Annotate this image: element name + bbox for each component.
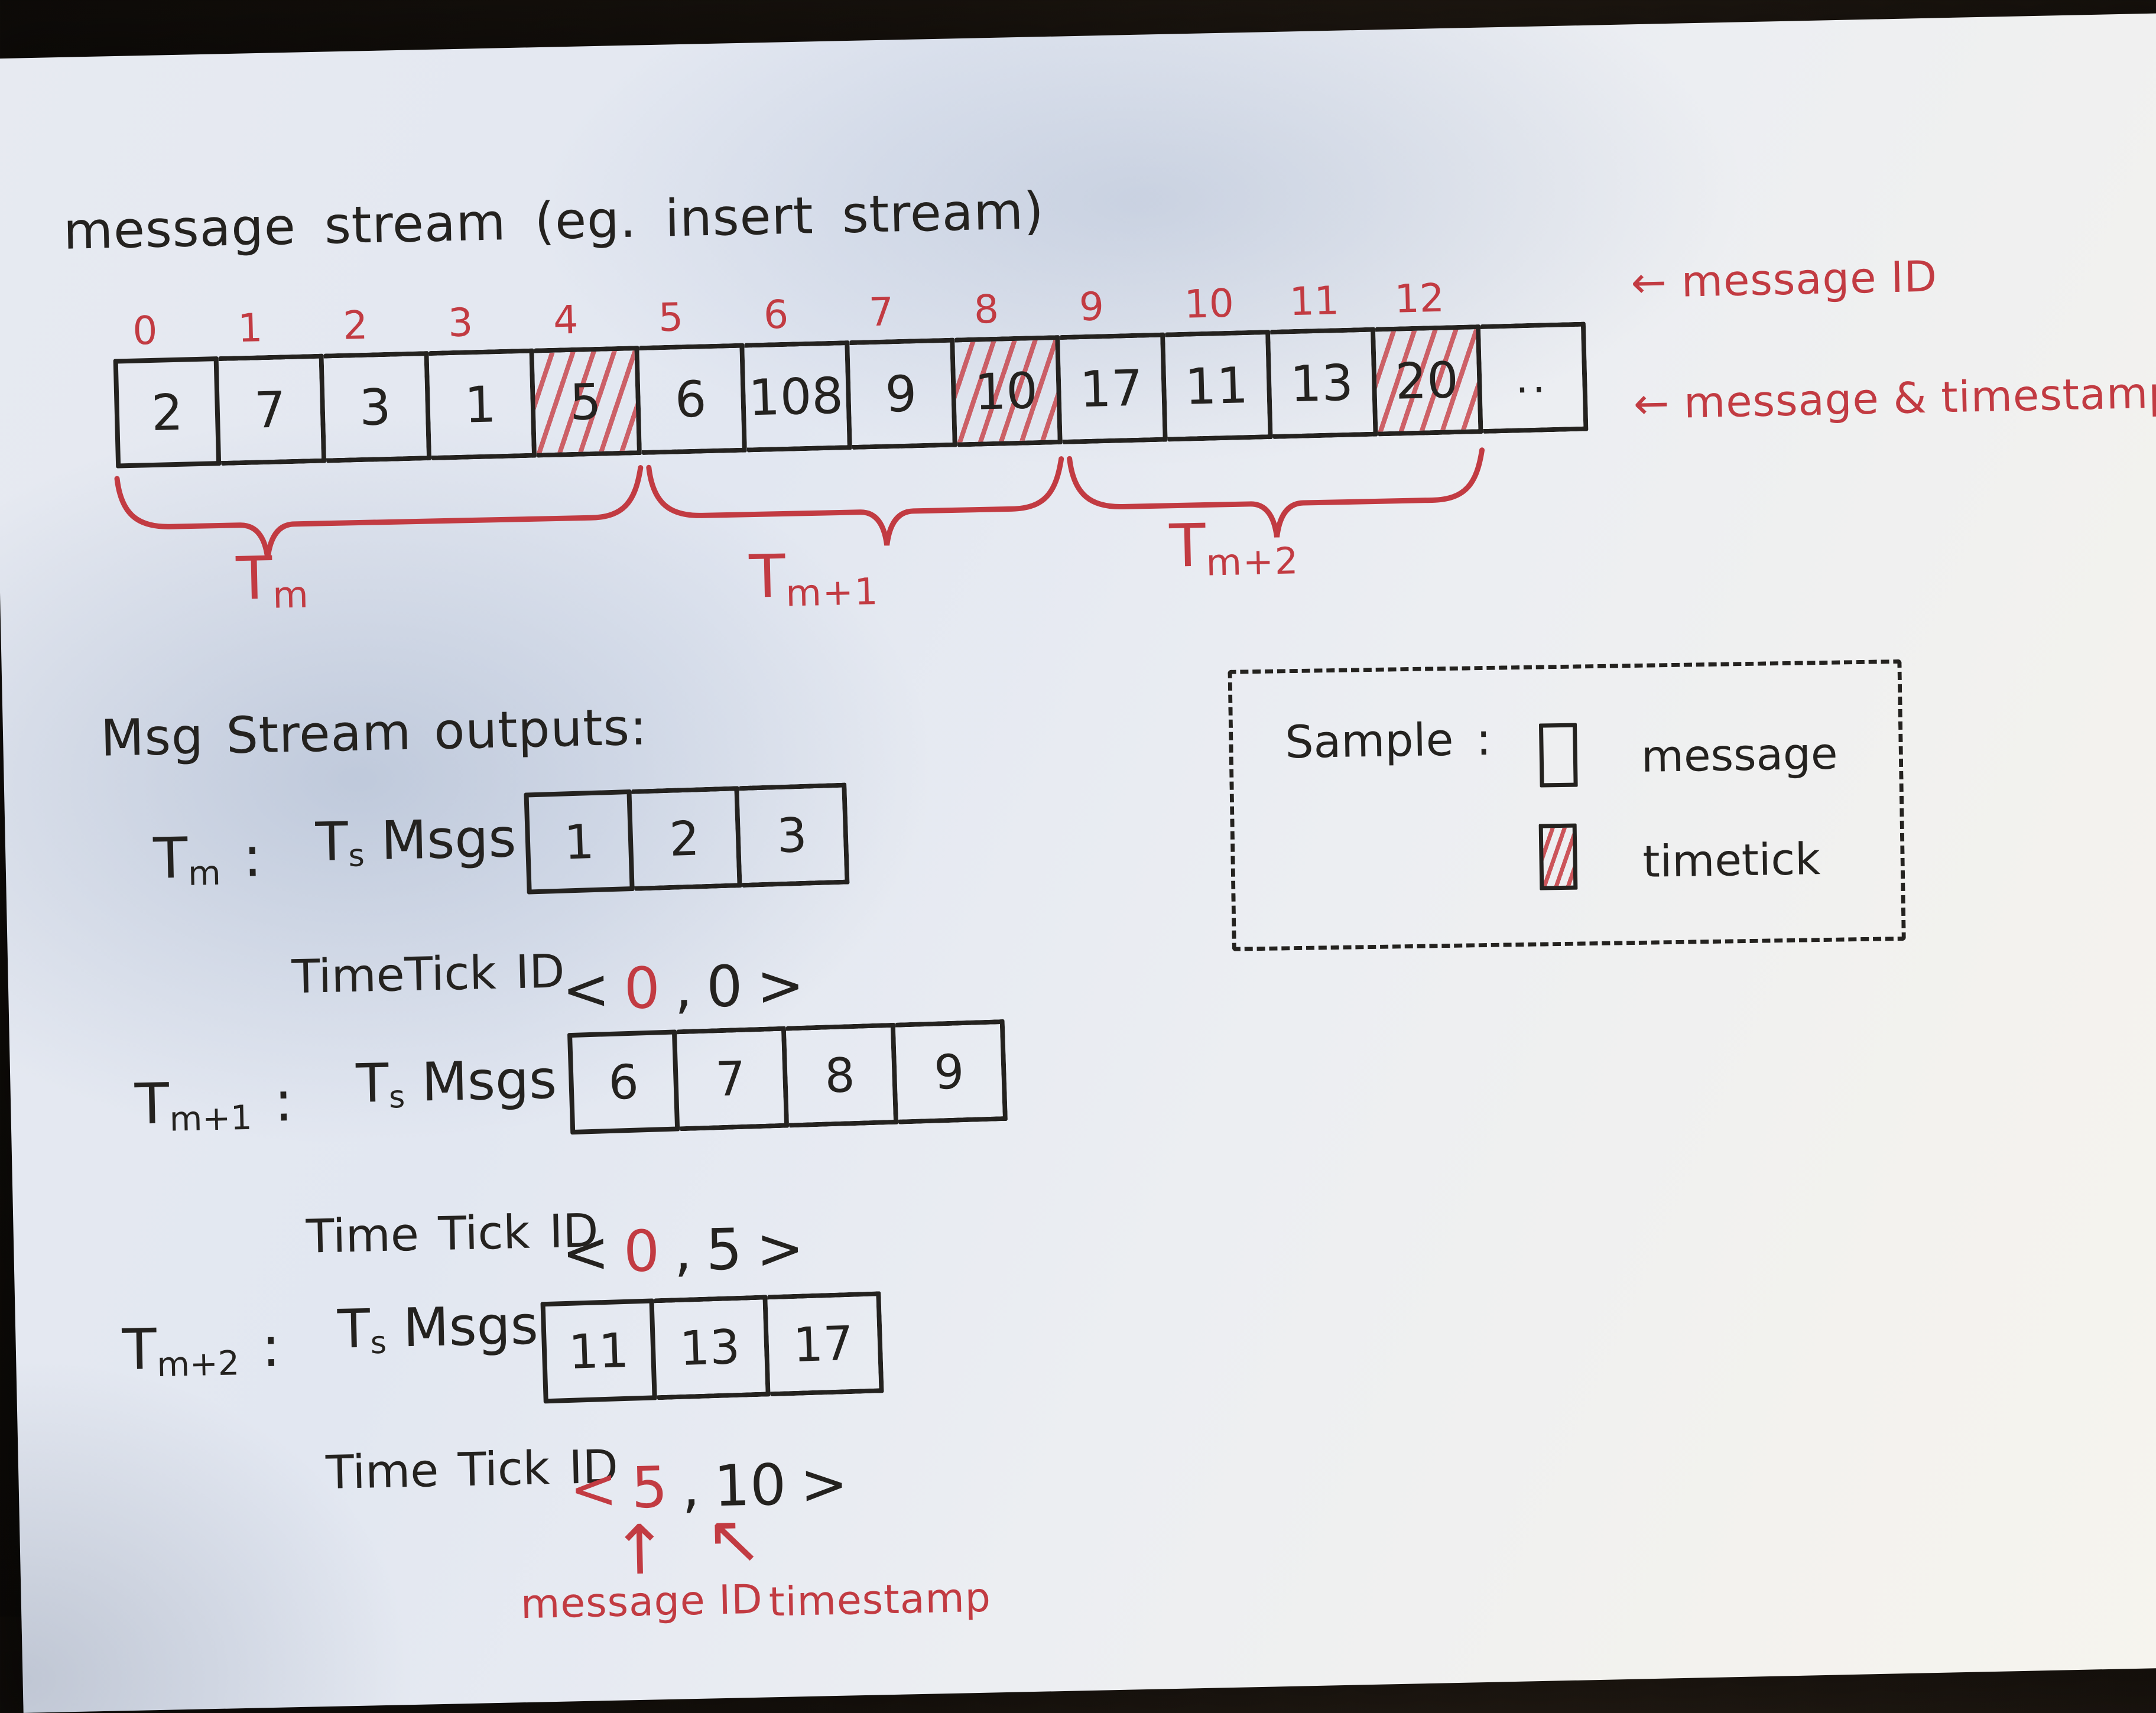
message-timestamp-note: ← message & timestamp xyxy=(1633,368,2156,429)
ts-msgs-label: Ts Msgs xyxy=(314,807,517,874)
stream-cell-timetick: 8 10 xyxy=(953,281,1063,447)
legend-message-label: message xyxy=(1641,728,1839,782)
output-msg-cell: 3 xyxy=(739,782,850,888)
stream-cell: 3 1 xyxy=(427,294,537,461)
timestamp-annotation: timestamp xyxy=(768,1574,992,1626)
output-msg-cell: 2 xyxy=(631,786,742,891)
legend-heading: Sample : xyxy=(1284,712,1492,769)
ts-msgs-box-tm2: 11 13 17 xyxy=(540,1291,884,1404)
output-msg-cell: 7 xyxy=(676,1026,790,1132)
sample-legend-box: Sample : message timetick xyxy=(1228,659,1906,951)
stream-index-label: 2 xyxy=(342,302,369,349)
stream-index-label: 9 xyxy=(1078,284,1105,330)
tick-window-label-tm2: Tm+2 xyxy=(1168,511,1300,584)
ts-msgs-label: Ts Msgs xyxy=(355,1048,557,1116)
output-msg-cell: 1 xyxy=(524,789,635,895)
paper-sheet: message stream (eg. insert stream) 0 2 1… xyxy=(0,12,2156,1713)
outputs-heading: Msg Stream outputs: xyxy=(100,698,648,768)
up-left-arrow-icon: ↖ xyxy=(704,1499,764,1580)
output-msg-cell: 17 xyxy=(767,1291,884,1397)
output-msg-cell: 9 xyxy=(895,1019,1008,1124)
output-row-label-tm: Tm: xyxy=(152,824,263,893)
ts-msgs-box-tm1: 6 7 8 9 xyxy=(567,1019,1008,1135)
stream-index-label: 7 xyxy=(868,289,894,336)
stream-index-label: 1 xyxy=(237,305,264,352)
timetick-hatched-cell: 20 xyxy=(1375,324,1483,437)
stream-index-label: 10 xyxy=(1183,280,1235,327)
stream-cell-value: 17 xyxy=(1060,332,1168,445)
stream-index-label: 5 xyxy=(658,294,684,341)
stream-cell-timetick: 4 5 xyxy=(532,291,642,458)
ts-msgs-label: Ts Msgs xyxy=(337,1294,539,1361)
timetick-id-label: TimeTick ID xyxy=(291,945,566,1005)
stream-cell: 11 13 xyxy=(1269,273,1378,440)
stream-index-label: 3 xyxy=(447,300,474,346)
stream-index-label: 4 xyxy=(553,297,579,343)
stream-cell-value: 3 xyxy=(323,351,432,463)
output-msg-cell: 11 xyxy=(540,1298,657,1404)
stream-index-label: 0 xyxy=(132,307,158,354)
output-msg-cell: 8 xyxy=(785,1022,899,1128)
message-stream-array: 0 2 1 7 2 3 3 1 4 5 5 6 6 108 7 9 xyxy=(112,268,1589,469)
stream-cell-value: 13 xyxy=(1269,327,1378,440)
output-row-label-tm1: Tm+1: xyxy=(134,1069,294,1139)
stream-cell: 1 7 xyxy=(217,300,327,466)
underbrace-tm2 xyxy=(1067,447,1485,538)
stream-cell: 6 108 xyxy=(743,286,852,453)
stream-cell: 10 11 xyxy=(1164,275,1273,442)
stream-cell: 2 3 xyxy=(322,297,432,463)
page-title: message stream (eg. insert stream) xyxy=(63,181,1045,261)
message-swatch-icon xyxy=(1538,723,1578,788)
stream-cell-value: 7 xyxy=(218,353,327,466)
stream-index-label: 8 xyxy=(973,286,999,333)
timetick-hatched-cell: 5 xyxy=(534,346,642,458)
output-msg-cell: 6 xyxy=(567,1029,680,1135)
stream-cell-value: 108 xyxy=(744,340,852,453)
tick-window-braces xyxy=(114,447,1485,559)
ellipsis-cell: .. xyxy=(1480,321,1589,434)
stream-index-label: 6 xyxy=(763,291,790,338)
stream-cell-value: 9 xyxy=(849,337,957,450)
message-id-annotation: message ID xyxy=(520,1576,764,1629)
timetick-id-tuple-tm1: <0, 5 > xyxy=(561,1215,805,1286)
stream-cell: 0 2 xyxy=(112,302,222,469)
stream-index-label: 11 xyxy=(1288,278,1340,325)
legend-timetick-label: timetick xyxy=(1642,834,1821,888)
stream-cell-value: 1 xyxy=(428,348,537,461)
stream-cell: 9 17 xyxy=(1058,278,1168,445)
tick-window-label-tm: Tm xyxy=(235,543,310,617)
ts-msgs-box-tm: 1 2 3 xyxy=(524,782,850,895)
tick-window-label-tm1: Tm+1 xyxy=(748,541,879,615)
stream-cell-value: 6 xyxy=(639,343,747,456)
stream-cell: 5 6 xyxy=(638,289,747,456)
stream-cell: 7 9 xyxy=(848,284,957,450)
stream-index-label xyxy=(1479,268,1586,324)
timetick-hatched-cell: 10 xyxy=(954,335,1063,447)
timetick-id-tuple-tm: <0, 0 > xyxy=(561,951,805,1023)
stream-cell-timetick: 12 20 xyxy=(1374,270,1483,437)
underbrace-tm1 xyxy=(646,456,1064,546)
timetick-swatch-icon xyxy=(1538,823,1578,890)
stream-cell-value: 11 xyxy=(1165,330,1273,442)
stream-cell-value: 2 xyxy=(113,356,222,469)
stream-cell-ellipsis: .. xyxy=(1479,268,1589,434)
message-id-note: ← message ID xyxy=(1630,251,1938,308)
output-row-label-tm2: Tm+2: xyxy=(121,1314,281,1385)
output-msg-cell: 13 xyxy=(654,1295,771,1400)
stream-index-label: 12 xyxy=(1394,275,1445,322)
underbrace-tm xyxy=(114,465,644,559)
